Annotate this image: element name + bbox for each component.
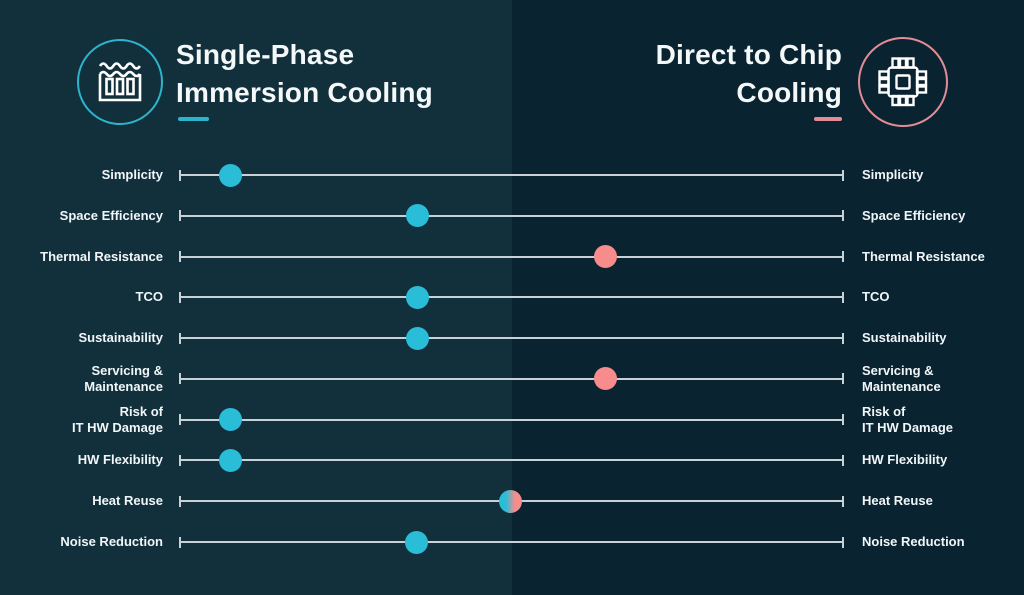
left-title-underline bbox=[178, 117, 209, 121]
left-title-line1: Single-Phase bbox=[176, 39, 355, 70]
chip-icon bbox=[878, 57, 928, 107]
metric-label-left: Space Efficiency bbox=[59, 207, 163, 223]
track-right-endcap bbox=[842, 536, 844, 548]
right-title-line2: Cooling bbox=[736, 77, 842, 108]
track-line bbox=[179, 296, 844, 299]
track-right-endcap bbox=[842, 251, 844, 263]
metric-label-right: Sustainability bbox=[862, 330, 947, 346]
rating-dot-teal bbox=[406, 285, 430, 309]
left-title-line2: Immersion Cooling bbox=[176, 77, 433, 108]
track-line bbox=[179, 418, 844, 421]
rating-dot-teal bbox=[404, 530, 428, 554]
track-line bbox=[179, 337, 844, 340]
metric-label-right: Simplicity bbox=[862, 167, 924, 182]
metric-label-left: Servicing & Maintenance bbox=[84, 362, 163, 394]
track-left-endcap bbox=[179, 291, 181, 303]
track-line bbox=[179, 541, 844, 544]
track-line bbox=[179, 214, 844, 217]
rating-dot-teal bbox=[218, 408, 242, 432]
immersion-cooling-badge bbox=[77, 39, 163, 125]
metric-label-left: Heat Reuse bbox=[92, 493, 163, 509]
metric-label-left: Simplicity bbox=[101, 167, 163, 182]
metric-label-left: Sustainability bbox=[78, 330, 163, 346]
rating-dot-split bbox=[498, 489, 522, 513]
metric-label-left: Noise Reduction bbox=[60, 534, 163, 550]
metric-label-right: Space Efficiency bbox=[862, 207, 966, 223]
track-right-endcap bbox=[842, 373, 844, 385]
track-line bbox=[179, 255, 844, 258]
track-left-endcap bbox=[179, 210, 181, 222]
left-title: Single-Phase Immersion Cooling bbox=[176, 36, 433, 112]
right-title-line1: Direct to Chip bbox=[655, 39, 842, 70]
rating-dot-teal bbox=[406, 326, 430, 350]
metric-label-left: Thermal Resistance bbox=[40, 248, 163, 264]
metric-label-right: Noise Reduction bbox=[862, 534, 965, 550]
track-left-endcap bbox=[179, 332, 181, 344]
track-left-endcap bbox=[179, 414, 181, 426]
track-line bbox=[179, 459, 844, 462]
rating-dot-teal bbox=[406, 204, 430, 228]
track-left-endcap bbox=[179, 495, 181, 507]
track-line bbox=[179, 174, 844, 176]
track-line bbox=[179, 377, 844, 380]
track-left-endcap bbox=[179, 373, 181, 385]
rating-dot-pink bbox=[593, 245, 617, 269]
metric-label-left: HW Flexibility bbox=[77, 452, 163, 468]
track-left-endcap bbox=[179, 251, 181, 263]
right-title: Direct to Chip Cooling bbox=[656, 36, 842, 112]
metric-label-right: Heat Reuse bbox=[862, 493, 933, 509]
metric-label-right: HW Flexibility bbox=[862, 452, 948, 468]
metric-label-right: Servicing & Maintenance bbox=[862, 362, 941, 394]
metric-label-left: Risk of IT HW Damage bbox=[71, 403, 163, 435]
track-left-endcap bbox=[179, 536, 181, 548]
chip-cooling-badge bbox=[858, 37, 948, 127]
metric-label-left: TCO bbox=[135, 289, 163, 305]
track-right-endcap bbox=[842, 495, 844, 507]
metric-label-right: TCO bbox=[862, 289, 890, 305]
rating-dot-teal bbox=[218, 163, 242, 187]
immersion-tank-icon bbox=[98, 62, 142, 102]
track-left-endcap bbox=[179, 454, 181, 466]
rating-dot-teal bbox=[218, 448, 242, 472]
rating-dot-pink bbox=[593, 367, 617, 391]
right-title-underline bbox=[814, 117, 842, 121]
track-right-endcap bbox=[842, 169, 844, 181]
track-right-endcap bbox=[842, 332, 844, 344]
track-right-endcap bbox=[842, 291, 844, 303]
track-right-endcap bbox=[842, 210, 844, 222]
track-right-endcap bbox=[842, 454, 844, 466]
track-right-endcap bbox=[842, 414, 844, 426]
metric-label-right: Thermal Resistance bbox=[862, 248, 985, 264]
metric-label-right: Risk of IT HW Damage bbox=[862, 403, 954, 435]
track-left-endcap bbox=[179, 169, 181, 181]
